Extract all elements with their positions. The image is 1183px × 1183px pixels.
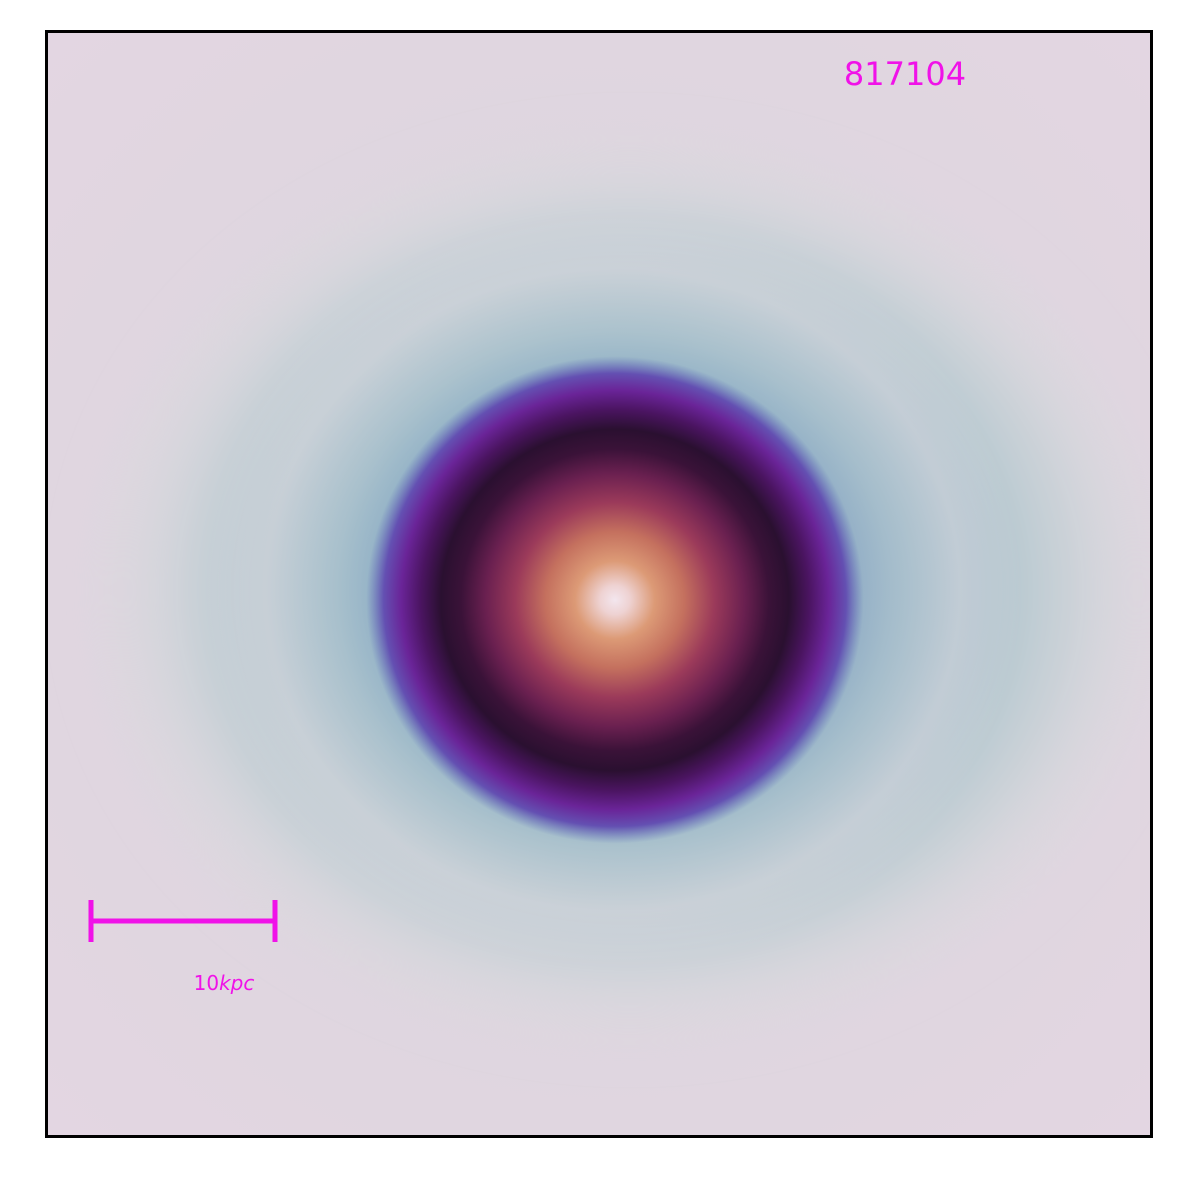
scale-bar-label: 10kpc bbox=[134, 973, 314, 993]
scale-bar-value: 10 bbox=[193, 971, 220, 995]
scale-bar bbox=[88, 897, 278, 945]
galaxy-image-panel bbox=[45, 30, 1153, 1138]
galaxy-image bbox=[48, 33, 1150, 1135]
scale-bar-unit: kpc bbox=[219, 971, 255, 995]
object-id-label: 817104 bbox=[843, 55, 967, 93]
